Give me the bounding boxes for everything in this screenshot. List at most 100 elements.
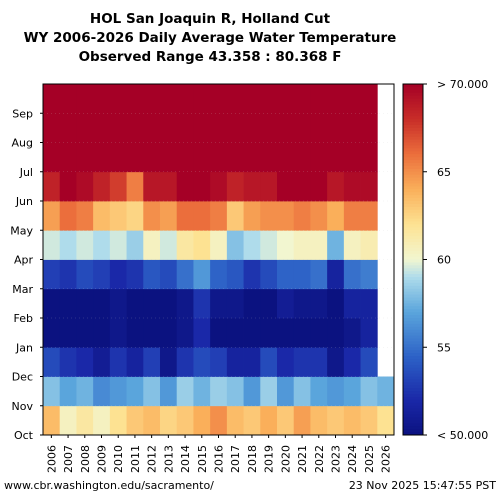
heatmap-cell-2016-nov bbox=[210, 376, 228, 407]
heatmap-cell-2020-jun bbox=[277, 171, 295, 202]
heatmap-cell-2018-nov bbox=[243, 376, 261, 407]
color-scale-segment bbox=[403, 183, 423, 187]
color-scale-segment bbox=[403, 142, 423, 146]
color-scale-segment bbox=[403, 198, 423, 202]
heatmap-cell-2025-mar bbox=[360, 259, 378, 290]
color-scale-segment bbox=[403, 201, 423, 205]
heatmap-cell-2019-jun bbox=[260, 171, 278, 202]
y-tick-label-sep: Sep bbox=[12, 107, 33, 120]
x-tick-label-2018: 2018 bbox=[246, 445, 259, 473]
heatmap-cell-2006-aug bbox=[43, 113, 61, 143]
heatmap-cells bbox=[43, 84, 395, 436]
color-scale-segment bbox=[403, 279, 423, 284]
heatmap-cell-2010-jan bbox=[109, 318, 127, 348]
heatmap-cell-2011-dec bbox=[126, 347, 144, 377]
color-scale-segment bbox=[403, 154, 423, 158]
heatmap-cell-2013-feb bbox=[160, 288, 178, 319]
heatmap-cell-2009-jun bbox=[93, 171, 111, 202]
heatmap-cell-2022-jul bbox=[310, 142, 328, 173]
heatmap-cell-2006-jul bbox=[43, 142, 61, 173]
color-scale-segment bbox=[403, 218, 423, 222]
color-scale-segment bbox=[403, 239, 423, 243]
color-scale-segment bbox=[403, 107, 423, 111]
color-scale-segment bbox=[403, 151, 423, 155]
heatmap-cell-2007-jan bbox=[59, 318, 77, 348]
heatmap-cell-2010-mar bbox=[109, 259, 127, 290]
color-scale-segment bbox=[403, 203, 423, 208]
color-scale-segment bbox=[403, 417, 423, 421]
heatmap-cell-2015-oct bbox=[193, 405, 211, 436]
source-url: www.cbr.washington.edu/sacramento/ bbox=[4, 479, 214, 492]
color-scale-segment bbox=[403, 332, 423, 337]
color-scale-segment bbox=[403, 224, 423, 228]
heatmap-cell-2011-apr bbox=[126, 230, 144, 260]
chart-title-line-1: HOL San Joaquin R, Holland Cut bbox=[89, 11, 331, 27]
color-scale-segment bbox=[403, 391, 423, 395]
color-scale-segment bbox=[403, 236, 423, 240]
x-tick-label-2023: 2023 bbox=[330, 445, 343, 473]
heatmap-cell-2011-feb bbox=[126, 288, 144, 319]
heatmap-cell-2008-aug bbox=[76, 113, 94, 143]
x-tick-label-2022: 2022 bbox=[313, 445, 326, 473]
heatmap-cell-2006-mar bbox=[43, 259, 61, 290]
heatmap-cell-2012-jun bbox=[143, 171, 161, 202]
heatmap-cell-2009-aug bbox=[93, 113, 111, 143]
generated-timestamp: 23 Nov 2025 15:47:55 PST bbox=[348, 479, 496, 492]
heatmap-cell-2016-aug bbox=[210, 113, 228, 143]
color-scale-segment bbox=[403, 177, 423, 182]
heatmap-cell-2017-mar bbox=[226, 259, 244, 290]
heatmap-cell-2026-oct bbox=[377, 405, 395, 436]
heatmap-cell-2013-apr bbox=[160, 230, 178, 260]
heatmap-cell-2020-dec bbox=[277, 347, 295, 377]
color-scale-segment bbox=[403, 309, 423, 313]
heatmap-cell-2017-apr bbox=[226, 230, 244, 260]
color-scale-segment bbox=[403, 127, 423, 132]
color-scale-bar: < 50.000 55 60 65 > 70.000 bbox=[402, 78, 488, 442]
heatmap-cell-2011-sep bbox=[126, 84, 144, 114]
heatmap-cell-2013-jan bbox=[160, 318, 178, 348]
heatmap-cell-2018-aug bbox=[243, 113, 261, 143]
heatmap-cell-2021-aug bbox=[293, 113, 311, 143]
heatmap-cell-2015-jun bbox=[193, 171, 211, 202]
heatmap-cell-2008-may bbox=[76, 201, 94, 231]
x-tick-label-2024: 2024 bbox=[346, 445, 359, 473]
heatmap-cell-2006-dec bbox=[43, 347, 61, 377]
heatmap-cell-2024-apr bbox=[343, 230, 361, 260]
color-scale-segment bbox=[403, 110, 423, 114]
heatmap-cell-2007-may bbox=[59, 201, 77, 231]
heatmap-cell-2008-jun bbox=[76, 171, 94, 202]
x-tick-label-2014: 2014 bbox=[179, 445, 192, 473]
color-scale-segment bbox=[403, 335, 423, 339]
heatmap-cell-2013-jul bbox=[160, 142, 178, 173]
color-scale-segment bbox=[403, 113, 423, 117]
heatmap-cell-2020-aug bbox=[277, 113, 295, 143]
heatmap-cell-2006-jun bbox=[43, 171, 61, 202]
heatmap-cell-2026-nov bbox=[377, 376, 395, 407]
heatmap-cell-2021-oct bbox=[293, 405, 311, 436]
color-scale-segment bbox=[403, 350, 423, 354]
heatmap-cell-2014-sep bbox=[176, 84, 194, 114]
heatmap-cell-2020-sep bbox=[277, 84, 295, 114]
heatmap-cell-2024-feb bbox=[343, 288, 361, 319]
heatmap-cell-2022-may bbox=[310, 201, 328, 231]
x-tick-label-2017: 2017 bbox=[229, 445, 242, 473]
heatmap-cell-2006-apr bbox=[43, 230, 61, 260]
heatmap-cell-2012-jan bbox=[143, 318, 161, 348]
heatmap-cell-2009-apr bbox=[93, 230, 111, 260]
color-scale-segment bbox=[403, 171, 423, 176]
color-scale-segment bbox=[403, 379, 423, 383]
heatmap-cell-2024-aug bbox=[343, 113, 361, 143]
color-scale-segment bbox=[403, 180, 423, 184]
color-scale-segment bbox=[403, 253, 423, 258]
y-tick-label-jun: Jun bbox=[15, 195, 33, 208]
heatmap-cell-2014-dec bbox=[176, 347, 194, 377]
heatmap-cell-2009-sep bbox=[93, 84, 111, 114]
heatmap-cell-2017-jul bbox=[226, 142, 244, 173]
heatmap-cell-2020-jan bbox=[277, 318, 295, 348]
heatmap-cell-2021-nov bbox=[293, 376, 311, 407]
x-tick-label-2025: 2025 bbox=[363, 445, 376, 473]
x-axis: 2006 2007 2008 2009 2010 2011 2012 2013 2014 2015… bbox=[45, 435, 393, 473]
color-scale-segment bbox=[403, 119, 423, 123]
heatmap-cell-2021-feb bbox=[293, 288, 311, 319]
